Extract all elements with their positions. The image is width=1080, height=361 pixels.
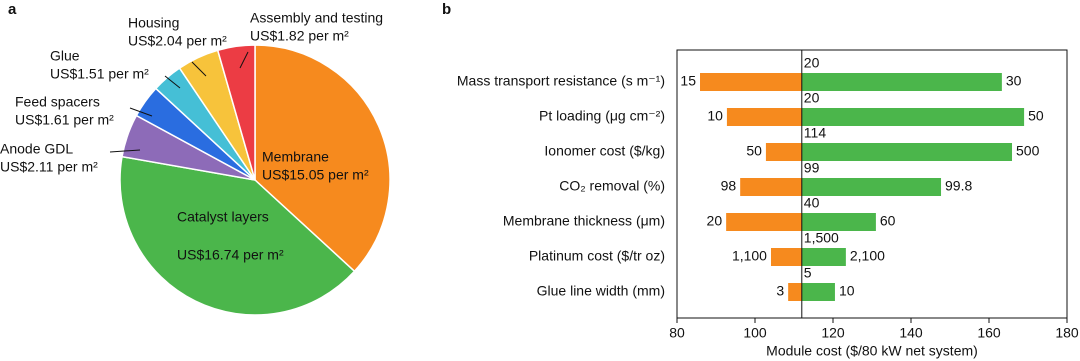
slice-label: Glue (50, 48, 80, 64)
slice-value-label: US$2.11 per m² (0, 159, 98, 175)
base-label: 5 (804, 265, 812, 281)
bar (801, 143, 1013, 161)
leader-line (164, 75, 181, 89)
category-label: CO₂ removal (%) (559, 178, 665, 194)
bar (801, 108, 1025, 126)
slice-label: Assembly and testing (250, 10, 383, 26)
x-tick-label: 160 (977, 325, 1001, 341)
category-label: Ionomer cost ($/kg) (544, 143, 665, 159)
bar (770, 248, 802, 266)
base-label: 114 (804, 125, 827, 141)
bar (765, 143, 802, 161)
category-label: Platinum cost ($/tr oz) (529, 248, 665, 264)
base-label: 40 (804, 195, 820, 211)
x-tick-label: 140 (899, 325, 923, 341)
plot-frame (676, 49, 1068, 319)
bar-end-label: 30 (1006, 73, 1022, 89)
bar-end-label: 3 (776, 283, 784, 299)
panel-letter: b (442, 1, 451, 18)
slice-label: Catalyst layers (177, 209, 269, 225)
leader-line (191, 61, 207, 77)
bar-end-label: 99.8 (945, 178, 972, 194)
bar-end-label: 60 (880, 213, 896, 229)
pie-slice (254, 44, 391, 273)
bar-end-label: 500 (1016, 143, 1040, 159)
slice-value-label: US$1.61 per m² (15, 112, 114, 128)
slice-label: Anode GDL (0, 141, 73, 157)
bar-end-label: 15 (680, 73, 696, 89)
slice-label: Feed spacers (15, 94, 100, 110)
bar (801, 283, 835, 301)
base-label: 99 (804, 160, 820, 176)
category-label: Glue line width (mm) (537, 283, 665, 299)
slice-value-label: US$15.05 per m² (262, 167, 369, 183)
bar (788, 283, 802, 301)
bar (801, 73, 1002, 91)
category-label: Pt loading (μg cm⁻²) (539, 108, 665, 124)
slice-label: Housing (128, 15, 179, 31)
bar (700, 73, 802, 91)
bar-end-label: 20 (707, 213, 723, 229)
slice-label: Membrane (262, 149, 329, 165)
bar (726, 213, 802, 231)
slice-value-label: US$1.51 per m² (50, 66, 149, 82)
bar (801, 213, 876, 231)
bar-end-label: 10 (839, 283, 855, 299)
slice-value-label: US$16.74 per m² (177, 247, 284, 263)
x-axis-label: Module cost ($/80 kW net system) (766, 343, 978, 359)
x-tick-label: 120 (821, 325, 845, 341)
bar-end-label: 1,100 (732, 248, 767, 264)
leader-line (109, 149, 141, 153)
bar-end-label: 10 (707, 108, 723, 124)
bar (740, 178, 802, 196)
base-label: 20 (804, 90, 820, 106)
bar-end-label: 50 (1028, 108, 1044, 124)
leader-line (129, 107, 153, 117)
bar-end-label: 2,100 (850, 248, 885, 264)
pie-slice (119, 155, 356, 316)
bar (726, 108, 802, 126)
base-label: 1,500 (804, 230, 839, 246)
x-tick-label: 180 (1055, 325, 1079, 341)
panel-letter: a (8, 1, 17, 18)
bar-end-label: 98 (721, 178, 737, 194)
slice-value-label: US$2.04 per m² (128, 33, 227, 49)
x-tick-label: 100 (743, 325, 767, 341)
bar-end-label: 50 (746, 143, 762, 159)
bar (801, 178, 942, 196)
bar (801, 248, 846, 266)
base-label: 20 (804, 55, 820, 71)
leader-line (239, 51, 249, 69)
category-label: Mass transport resistance (s m⁻¹) (457, 73, 665, 89)
pie-slice (216, 44, 256, 181)
x-tick-label: 80 (669, 325, 685, 341)
category-label: Membrane thickness (μm) (503, 213, 665, 229)
slice-value-label: US$1.82 per m² (250, 28, 349, 44)
